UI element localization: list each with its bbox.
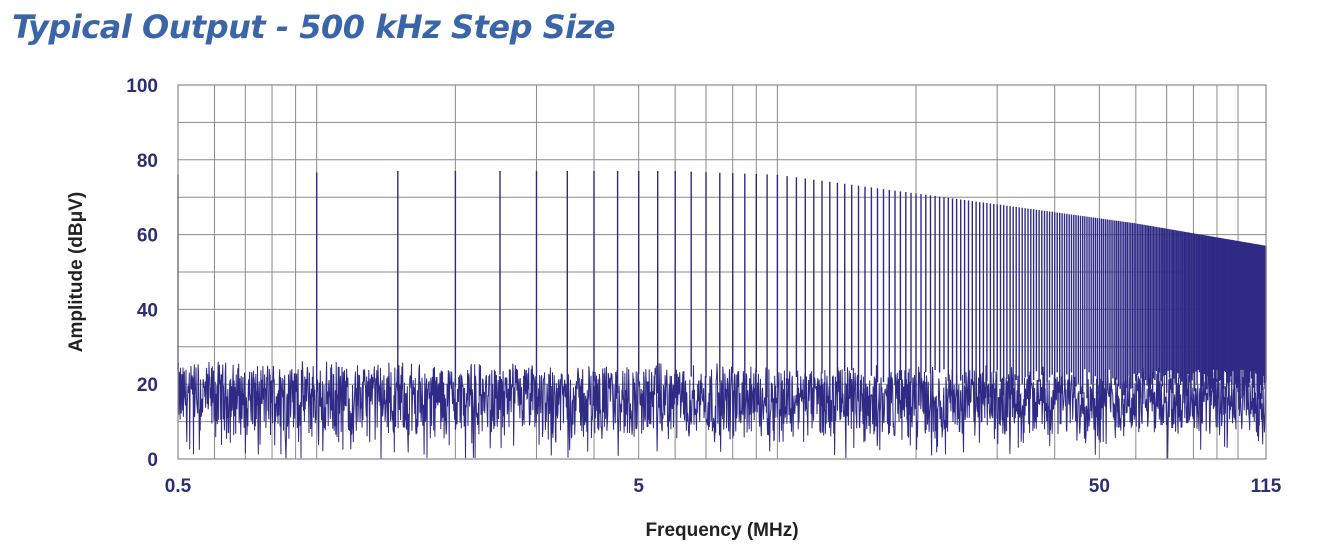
x-tick-label: 115	[1251, 476, 1282, 497]
x-axis-label: Frequency (MHz)	[645, 520, 798, 541]
noise-floor-series	[177, 361, 1267, 459]
y-axis-label: Amplitude (dBμV)	[66, 192, 87, 352]
peak-series	[177, 171, 1267, 400]
y-tick-label: 20	[137, 375, 158, 396]
y-tick-label: 100	[126, 76, 158, 97]
y-tick-label: 0	[147, 450, 158, 471]
x-tick-label: 50	[1089, 476, 1110, 497]
y-tick-label: 40	[137, 300, 158, 321]
y-tick-labels: 0 20 40 60 80 100	[126, 76, 158, 471]
x-tick-labels: 0.5 5 50 115	[165, 476, 1282, 497]
plot-frame	[177, 84, 1267, 460]
x-tick-label: 5	[633, 476, 644, 497]
y-tick-label: 80	[137, 151, 158, 172]
y-tick-label: 60	[137, 226, 158, 247]
chart-title: Typical Output - 500 kHz Step Size	[12, 8, 615, 46]
x-tick-label: 0.5	[165, 476, 192, 497]
noise-floor-line	[177, 361, 1267, 459]
